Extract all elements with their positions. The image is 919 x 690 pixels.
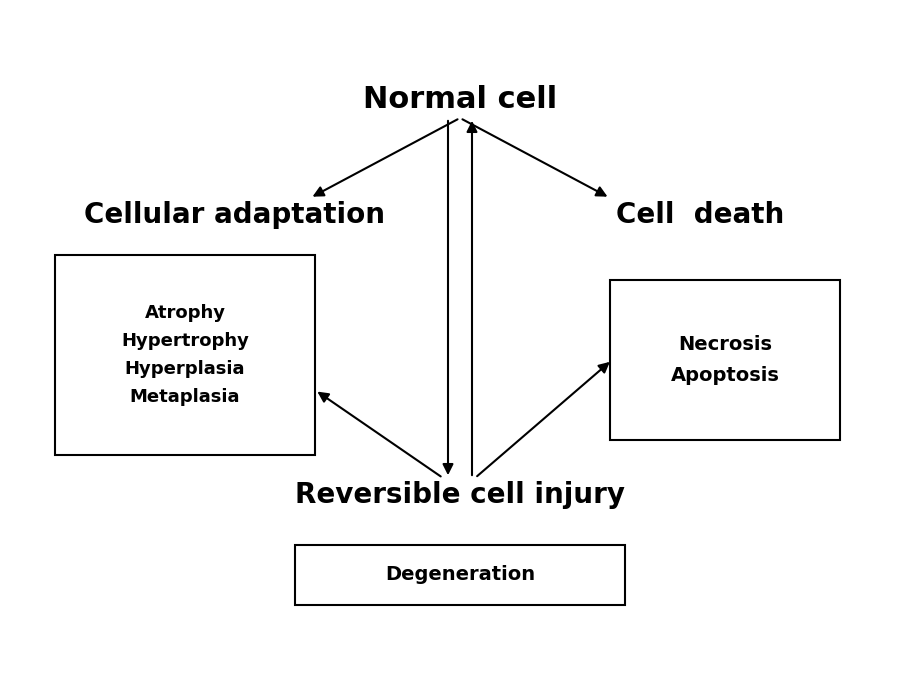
Bar	[609, 280, 839, 440]
Text: Degeneration: Degeneration	[384, 566, 535, 584]
Text: Cell  death: Cell death	[615, 201, 783, 229]
Text: Necrosis
Apoptosis: Necrosis Apoptosis	[670, 335, 778, 385]
Bar	[55, 255, 314, 455]
Text: Normal cell: Normal cell	[362, 86, 557, 115]
Bar	[295, 545, 624, 605]
Text: Cellular adaptation: Cellular adaptation	[85, 201, 385, 229]
Text: Atrophy
Hypertrophy
Hyperplasia
Metaplasia: Atrophy Hypertrophy Hyperplasia Metaplas…	[121, 304, 249, 406]
Text: Reversible cell injury: Reversible cell injury	[295, 481, 624, 509]
